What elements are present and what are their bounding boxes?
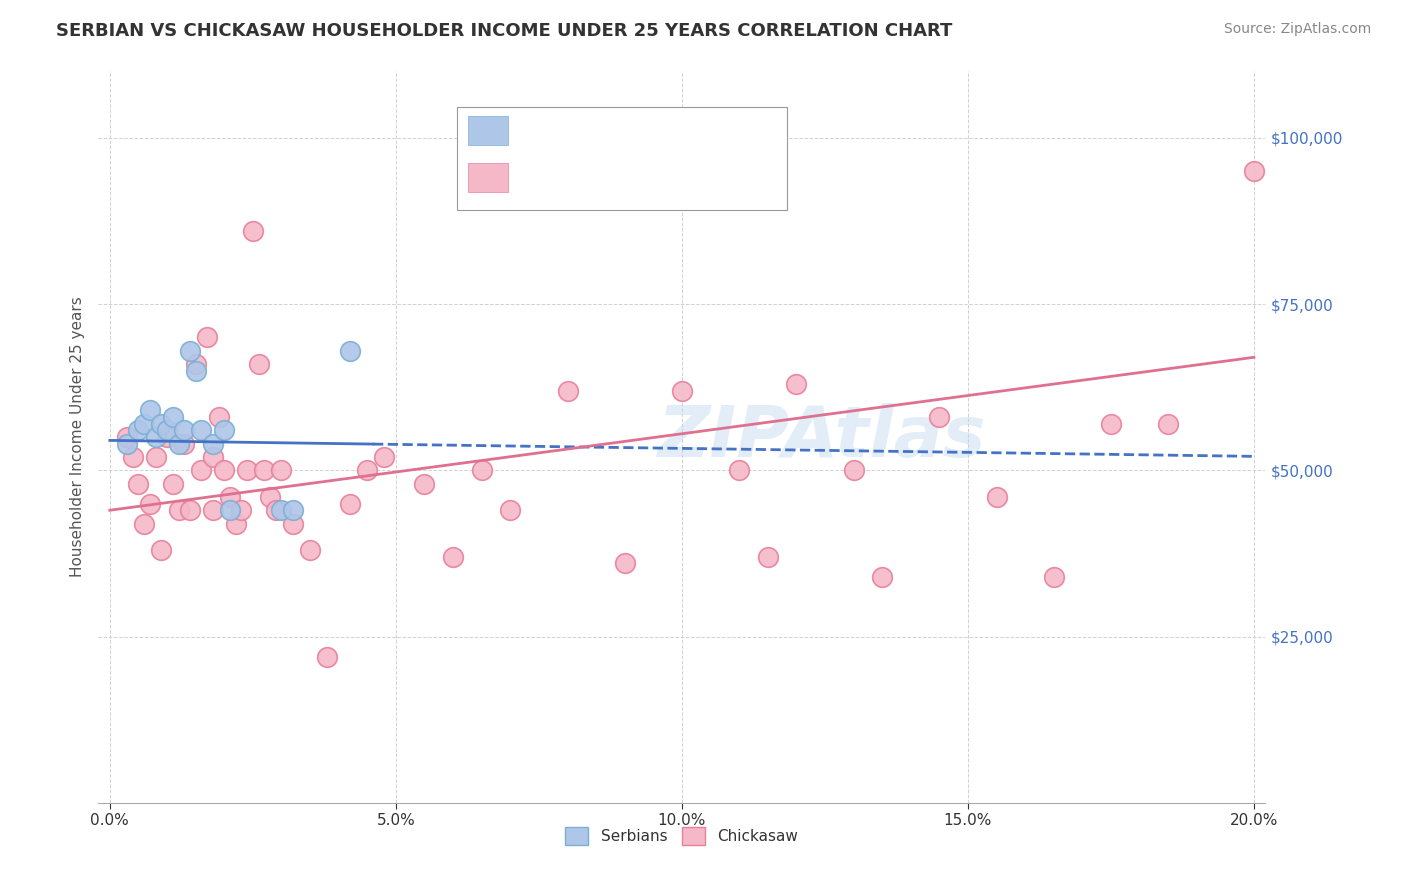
Point — [127, 476, 149, 491]
Point — [179, 343, 201, 358]
Point — [167, 503, 190, 517]
Point — [127, 424, 149, 438]
Point — [121, 450, 143, 464]
Point — [242, 224, 264, 238]
Point — [201, 436, 224, 450]
Point — [190, 463, 212, 477]
Y-axis label: Householder Income Under 25 years: Householder Income Under 25 years — [69, 297, 84, 577]
Point — [264, 503, 287, 517]
Point — [134, 417, 156, 431]
Point — [557, 384, 579, 398]
Point — [156, 430, 179, 444]
Text: Source: ZipAtlas.com: Source: ZipAtlas.com — [1223, 22, 1371, 37]
Point — [842, 463, 865, 477]
Point — [201, 450, 224, 464]
Point — [167, 436, 190, 450]
Point — [299, 543, 322, 558]
Text: -0.045: -0.045 — [558, 116, 620, 134]
Point — [201, 503, 224, 517]
Text: 53: 53 — [693, 163, 717, 181]
Point — [156, 424, 179, 438]
Point — [373, 450, 395, 464]
Text: N =: N = — [654, 163, 693, 181]
Point — [115, 430, 138, 444]
Point — [162, 410, 184, 425]
Point — [259, 490, 281, 504]
Point — [150, 417, 173, 431]
Point — [499, 503, 522, 517]
Point — [756, 549, 779, 564]
Point — [870, 570, 893, 584]
Point — [134, 516, 156, 531]
Point — [145, 430, 167, 444]
Point — [471, 463, 494, 477]
Text: R =: R = — [517, 116, 555, 134]
Point — [214, 463, 236, 477]
Point — [441, 549, 464, 564]
Text: 19: 19 — [693, 116, 717, 134]
Point — [281, 503, 304, 517]
Point — [671, 384, 693, 398]
Point — [115, 436, 138, 450]
Point — [236, 463, 259, 477]
Text: SERBIAN VS CHICKASAW HOUSEHOLDER INCOME UNDER 25 YEARS CORRELATION CHART: SERBIAN VS CHICKASAW HOUSEHOLDER INCOME … — [56, 22, 953, 40]
Point — [184, 357, 207, 371]
Point — [253, 463, 276, 477]
Point — [139, 403, 162, 417]
Point — [785, 376, 807, 391]
Point — [339, 343, 361, 358]
Text: ZIPAtlas: ZIPAtlas — [658, 402, 986, 472]
Point — [247, 357, 270, 371]
Point — [1243, 164, 1265, 178]
Point — [413, 476, 436, 491]
Point — [225, 516, 247, 531]
Text: R =: R = — [517, 163, 555, 181]
Point — [986, 490, 1008, 504]
Point — [270, 503, 292, 517]
Point — [139, 497, 162, 511]
Point — [195, 330, 218, 344]
Point — [231, 503, 253, 517]
Point — [150, 543, 173, 558]
Point — [281, 516, 304, 531]
Point — [316, 649, 339, 664]
Legend: Serbians, Chickasaw: Serbians, Chickasaw — [561, 822, 803, 850]
Point — [214, 424, 236, 438]
Text: 0.278: 0.278 — [558, 163, 619, 181]
Point — [356, 463, 378, 477]
Point — [184, 363, 207, 377]
Point — [207, 410, 229, 425]
Point — [270, 463, 292, 477]
Point — [173, 424, 195, 438]
Point — [173, 436, 195, 450]
Point — [613, 557, 636, 571]
Text: N =: N = — [654, 116, 693, 134]
Point — [1099, 417, 1122, 431]
Point — [1042, 570, 1064, 584]
Point — [928, 410, 950, 425]
Point — [339, 497, 361, 511]
Point — [162, 476, 184, 491]
Point — [219, 503, 242, 517]
Point — [145, 450, 167, 464]
Point — [1157, 417, 1180, 431]
Point — [179, 503, 201, 517]
Point — [190, 424, 212, 438]
Point — [219, 490, 242, 504]
Point — [728, 463, 751, 477]
